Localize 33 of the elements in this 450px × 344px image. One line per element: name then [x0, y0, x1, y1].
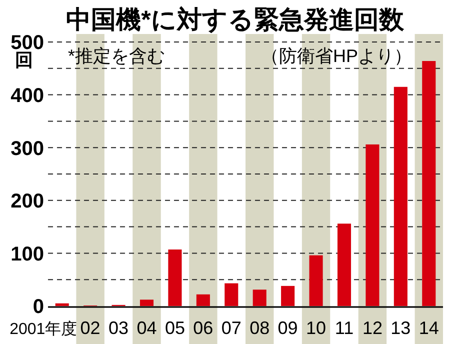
bar [366, 144, 380, 306]
x-tick-label: 14 [418, 318, 439, 338]
x-tick-label: 08 [250, 318, 270, 338]
y-tick-label: 200 [10, 190, 44, 213]
bar [309, 255, 323, 306]
bar [55, 303, 69, 306]
bar [281, 286, 295, 306]
x-tick-label: 11 [334, 318, 354, 338]
bar [196, 294, 210, 306]
x-tick-label: 2001年度 [10, 320, 78, 338]
chart-subtitle: *推定を含む [68, 46, 166, 66]
y-tick-label: 400 [10, 85, 44, 107]
x-tick-label: 13 [390, 318, 411, 338]
annotation: （防衛省HPより） [260, 46, 412, 66]
bar [140, 300, 154, 306]
x-tick-label: 10 [306, 318, 326, 338]
x-tick-label: 06 [193, 318, 214, 338]
bar [224, 283, 238, 306]
x-tick-label: 02 [80, 318, 100, 338]
bar [337, 224, 352, 306]
y-tick-label: 0 [32, 296, 44, 318]
x-tick-label: 04 [136, 318, 157, 338]
x-tick-label: 12 [362, 318, 382, 338]
x-tick-label: 07 [221, 318, 242, 338]
x-tick-label: 03 [108, 318, 129, 338]
x-tick-label: 09 [278, 318, 298, 338]
chart-title: 中国機*に対する緊急発進回数 [66, 6, 405, 34]
x-tick-label: 05 [164, 318, 185, 338]
bar [252, 290, 266, 306]
y-tick-label: 300 [10, 138, 44, 160]
y-tick-label: 100 [10, 243, 44, 266]
bar [168, 250, 182, 306]
bar [394, 86, 408, 306]
